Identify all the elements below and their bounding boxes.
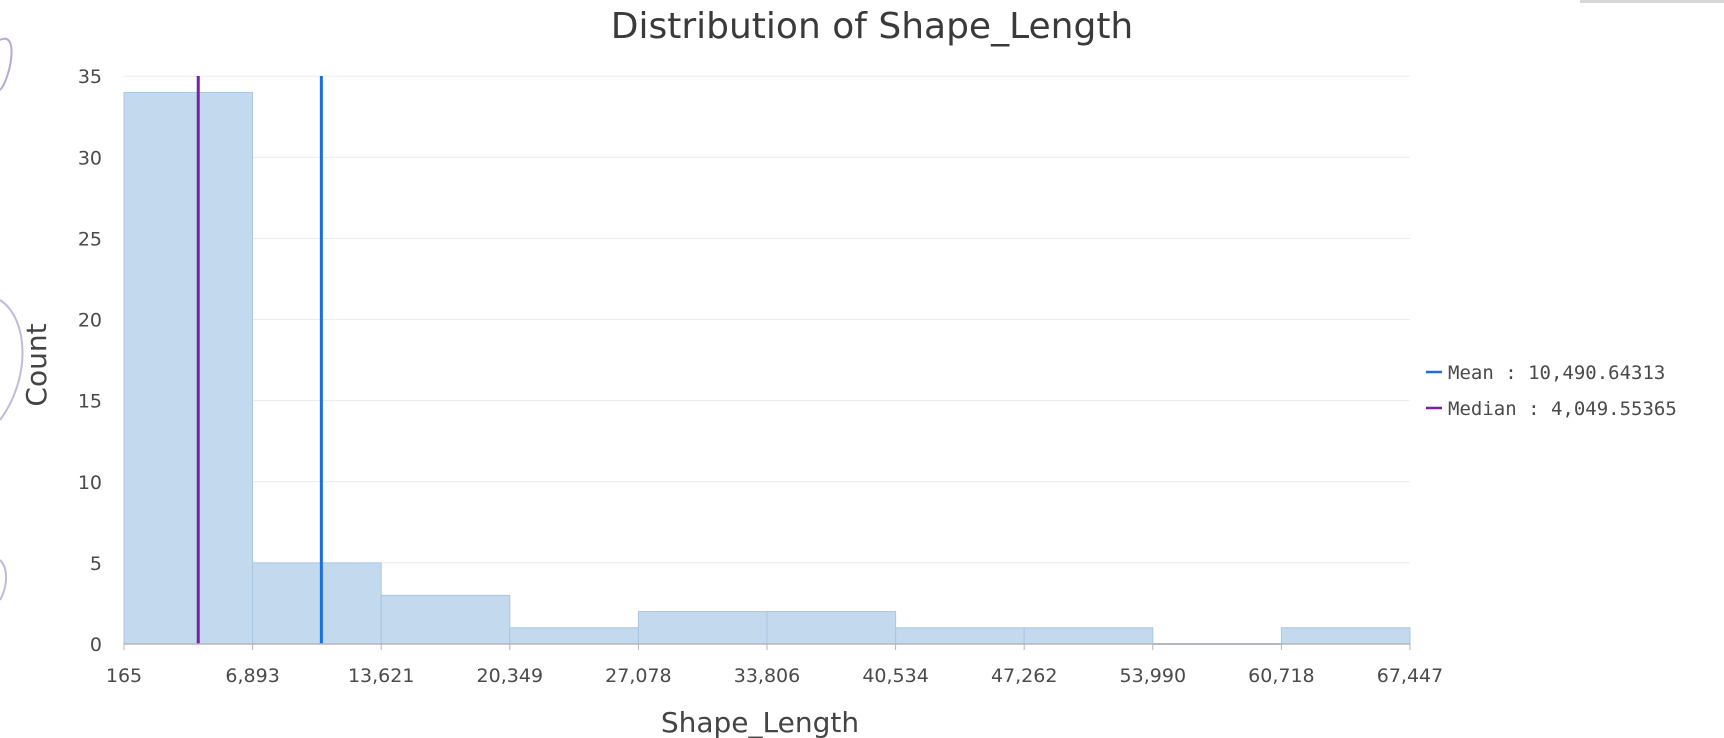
histogram-bar bbox=[638, 612, 767, 644]
histogram-bar bbox=[896, 628, 1025, 644]
x-tick-label: 53,990 bbox=[1120, 665, 1186, 687]
x-tick-label: 20,349 bbox=[477, 665, 543, 687]
y-axis-title: Count bbox=[20, 323, 53, 406]
x-tick-label: 40,534 bbox=[862, 665, 928, 687]
gridlines bbox=[124, 76, 1410, 563]
histogram-bar bbox=[1024, 628, 1153, 644]
chart-title: Distribution of Shape_Length bbox=[611, 6, 1134, 47]
histogram-bar bbox=[767, 612, 896, 644]
y-tick-label: 20 bbox=[78, 310, 102, 332]
histogram-bar bbox=[124, 92, 253, 644]
x-tick-label: 27,078 bbox=[605, 665, 671, 687]
x-tick-label: 47,262 bbox=[991, 665, 1057, 687]
y-tick-label: 0 bbox=[90, 634, 102, 656]
x-tick-label: 33,806 bbox=[734, 665, 800, 687]
x-tick-label: 6,893 bbox=[225, 665, 279, 687]
y-tick-label: 10 bbox=[78, 472, 102, 494]
x-tick-label: 165 bbox=[106, 665, 142, 687]
y-tick-label: 30 bbox=[78, 147, 102, 169]
y-tick-label: 25 bbox=[78, 228, 102, 250]
x-tick-labels: 165 6,893 13,621 20,349 27,078 33,806 40,534 47… bbox=[106, 665, 1443, 687]
y-tick-label: 35 bbox=[78, 66, 102, 88]
histogram-bar bbox=[381, 595, 510, 644]
histogram-bar bbox=[510, 628, 639, 644]
x-axis-title: Shape_Length bbox=[661, 706, 859, 738]
legend-entry: Mean : 10,490.64313 bbox=[1448, 362, 1665, 384]
y-tick-labels: 0 5 10 15 20 25 30 35 bbox=[78, 66, 102, 656]
bars bbox=[124, 92, 1410, 644]
histogram-bar bbox=[253, 563, 382, 644]
y-tick-label: 15 bbox=[78, 391, 102, 413]
x-tick-label: 67,447 bbox=[1377, 665, 1443, 687]
x-tick-label: 13,621 bbox=[348, 665, 414, 687]
legend: Mean : 10,490.64313 Median : 4,049.55365 bbox=[1426, 362, 1677, 420]
legend-entry: Median : 4,049.55365 bbox=[1448, 398, 1677, 420]
y-tick-label: 5 bbox=[90, 553, 102, 575]
histogram-bar bbox=[1281, 628, 1410, 644]
x-tick-label: 60,718 bbox=[1248, 665, 1314, 687]
